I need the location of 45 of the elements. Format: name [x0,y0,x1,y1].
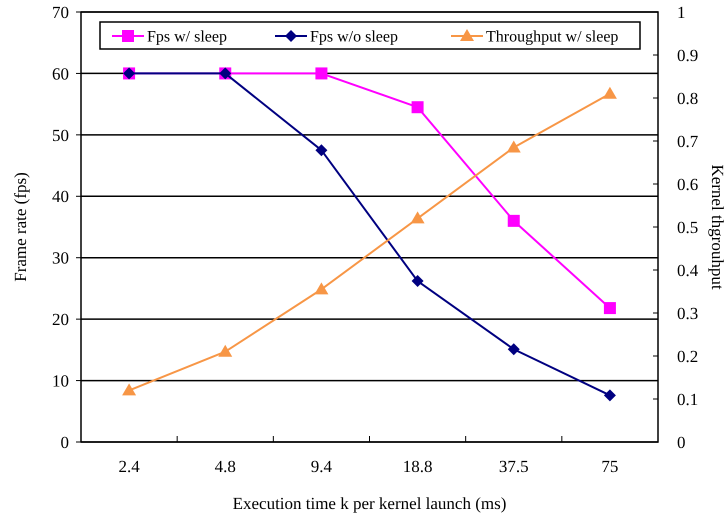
y2-tick-label: 0.4 [677,260,699,280]
y-tick-label: 0 [60,432,69,452]
y2-tick-label: 0.5 [677,218,698,237]
point [602,86,617,99]
y2-tick-label: 0.7 [677,132,699,151]
y-tick-label: 70 [52,2,69,22]
point [604,389,616,402]
point [412,101,424,114]
y2-axis-title: Kernel thgrouhput [708,164,727,290]
point [412,275,424,288]
legend-label: Fps w/ sleep [147,28,227,46]
y2-tick-label: 0.6 [677,174,698,194]
y2-tick-label: 0.1 [677,390,698,409]
legend-label: Throughput w/ sleep [486,28,618,46]
y-axis-title: Frame rate (fps) [11,172,30,282]
point [508,214,520,227]
y2-tick-label: 0.3 [677,304,698,323]
point [218,344,232,357]
point [314,282,328,294]
y2-tick-label: 0.2 [677,346,698,366]
point [315,67,328,80]
x-tick-label: 9.4 [310,457,333,476]
point [506,140,521,152]
y-tick-label: 20 [52,310,69,330]
y2-tick-label: 0 [677,432,686,452]
x-tick-label: 18.8 [402,457,432,476]
y2-tick-label: 0.8 [677,88,698,108]
point [410,211,425,224]
y-tick-label: 40 [52,187,69,206]
y-tick-label: 60 [52,64,69,84]
x-axis-title: Execution time k per kernel launch (ms) [232,494,506,513]
x-tick-label: 4.8 [214,457,236,476]
point [604,302,616,314]
x-tick-label: 2.4 [118,457,140,476]
x-tick-label: 37.5 [498,457,529,476]
point [315,144,328,156]
y-tick-label: 10 [52,372,69,391]
y-tick-label: 30 [52,248,69,268]
point [122,383,136,396]
x-tick-label: 75 [601,457,618,476]
y2-tick-label: 0.9 [677,46,698,65]
y2-tick-label: 1 [677,2,686,22]
point [508,343,520,356]
y-tick-label: 50 [52,126,69,145]
legend-label: Fps w/o sleep [310,28,398,46]
